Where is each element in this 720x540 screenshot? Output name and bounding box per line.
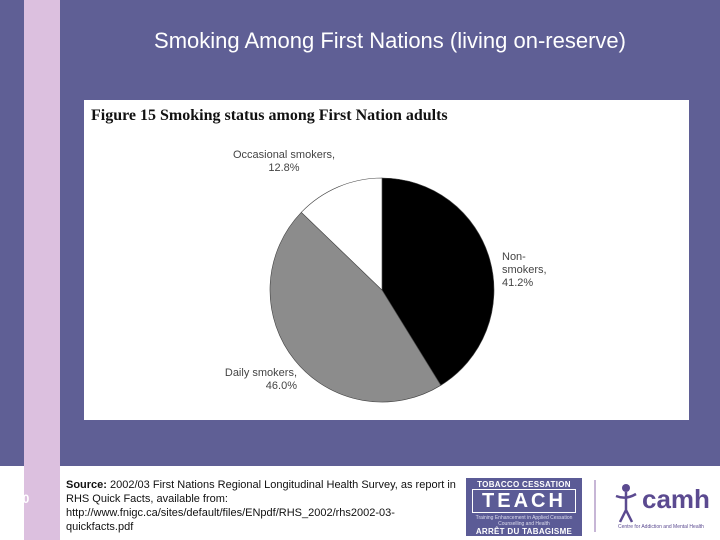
source-text: 2002/03 First Nations Regional Longitudi…	[66, 479, 456, 533]
source-note: Source: 2002/03 First Nations Regional L…	[66, 478, 456, 534]
slice-label-2: Occasional smokers, 12.8%	[233, 149, 335, 174]
figure-panel: Non-smokers, 41.2% Daily smokers, 46.0% Occa…	[84, 100, 689, 420]
slide-title: Smoking Among First Nations (living on-r…	[154, 28, 626, 53]
pie-slice-1	[269, 211, 442, 403]
slice-label-0: Non-smokers, 41.2%	[502, 251, 547, 289]
camh-logo: camh Centre for Addiction and Mental Hea…	[604, 478, 716, 538]
source-label: Source:	[66, 479, 107, 491]
camh-logo-sub: Centre for Addiction and Mental Health	[618, 524, 704, 530]
pie-slice-0	[381, 177, 495, 386]
teach-logo-bottom: ARRÊT DU TABAGISME	[475, 527, 573, 536]
page-number: 10	[16, 492, 30, 506]
pie-chart: Non-smokers, 41.2% Daily smokers, 46.0% Occa…	[225, 149, 547, 403]
left-accent-stripe	[24, 0, 60, 540]
slice-label-1: Daily smokers, 46.0%	[225, 367, 297, 392]
teach-logo: TOBACCO CESSATION TEACH Training Enhance…	[466, 478, 582, 536]
logo-divider	[594, 480, 596, 532]
teach-logo-main: TEACH	[472, 489, 576, 513]
left-band	[0, 0, 24, 466]
figure-title: Figure 15 Smoking status among First Nat…	[91, 107, 448, 124]
camh-logo-word: camh	[642, 484, 710, 514]
teach-logo-small: Training Enhancement in Applied Cessatio…	[475, 515, 573, 527]
pie-slice-2	[300, 177, 383, 291]
camh-figure-icon	[615, 484, 637, 523]
teach-logo-top: TOBACCO CESSATION	[477, 480, 571, 489]
